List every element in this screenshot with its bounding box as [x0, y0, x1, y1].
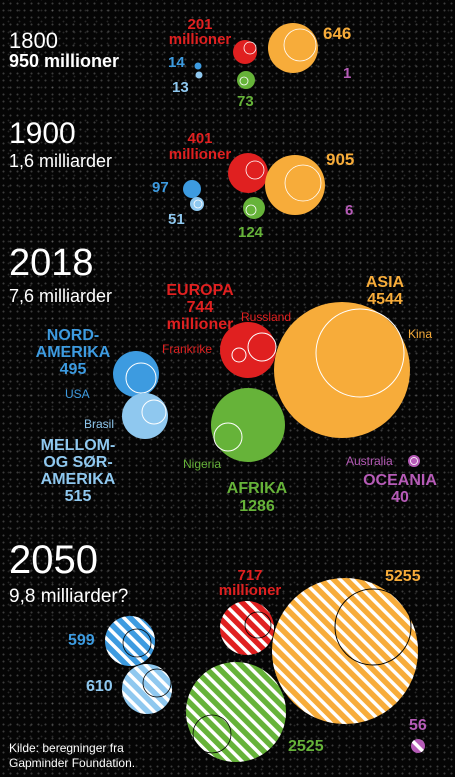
europe-unit-2050: millioner	[218, 582, 282, 599]
la-name-2018-line3: AMERIKA	[40, 471, 116, 488]
europe-value-1800: 201	[187, 16, 213, 33]
africa-name-2018: AFRIKA	[226, 480, 288, 497]
year-2050: 2050	[9, 538, 98, 582]
total-2018: 7,6 milliarder	[9, 286, 113, 306]
bubble-asia-1800-inner	[283, 28, 317, 62]
oceania-value-2018: 40	[391, 489, 409, 506]
bubble-la-2050-inner	[142, 668, 172, 698]
bubble-oceania-2018-australia	[410, 457, 418, 465]
la-value-1800: 13	[172, 79, 189, 96]
bubble-europe-2018-russia	[247, 332, 277, 362]
asia-value-1800: 646	[323, 24, 352, 43]
na-value-2018: 495	[59, 361, 87, 378]
na-value-2050: 599	[68, 632, 95, 649]
source-line-1: Kilde: beregninger fra	[9, 741, 124, 755]
bubble-asia-1900	[265, 155, 325, 215]
europe-value-2018: 744	[186, 299, 214, 316]
bubble-asia-2018	[274, 302, 410, 438]
bubble-africa-2050-inner	[192, 714, 232, 754]
source-line-2: Gapminder Foundation.	[9, 756, 136, 770]
country-nigeria: Nigeria	[183, 457, 222, 471]
la-name-2018-line1: MELLOM-	[40, 437, 116, 454]
bubble-europe-2050-hatch	[220, 601, 274, 655]
total-1800: 950 millioner	[9, 51, 120, 71]
asia-value-1900: 905	[326, 150, 355, 169]
africa-value-1900: 124	[238, 224, 264, 241]
bubbles-2018	[113, 302, 420, 467]
bubble-africa-1900	[243, 197, 265, 219]
bubble-africa-2050-hatch	[186, 662, 286, 762]
country-australia: Australia	[346, 454, 393, 468]
la-value-2018: 515	[64, 488, 92, 505]
asia-value-2018: 4544	[367, 291, 403, 308]
country-brazil: Brasil	[84, 417, 115, 431]
bubble-la-2050-hatch	[122, 664, 172, 714]
asia-name-2018: ASIA	[365, 274, 405, 291]
africa-value-2018: 1286	[239, 498, 275, 515]
bubble-la-2018-brazil	[141, 399, 167, 425]
bubble-africa-1800	[237, 71, 255, 89]
bubble-europe-1800	[233, 40, 257, 64]
oceania-value-1900: 6	[345, 202, 354, 219]
country-russia: Russland	[241, 310, 292, 324]
bubble-africa-1900-inner	[245, 204, 257, 216]
bubble-africa-2018-nigeria	[213, 422, 243, 452]
bubble-na-2050-hatch	[105, 616, 155, 666]
asia-value-2050: 5255	[385, 568, 421, 585]
la-name-2018-line2: OG SØR-	[43, 454, 113, 471]
country-china: Kina	[408, 327, 433, 341]
europe-unit-1800: millioner	[168, 31, 232, 48]
europe-unit-1900: millioner	[168, 146, 232, 163]
bubble-asia-1900-inner	[284, 164, 322, 202]
africa-value-2050: 2525	[288, 738, 324, 755]
na-value-1900: 97	[152, 179, 169, 196]
bubble-asia-2050-hatch	[272, 578, 418, 724]
la-value-1900: 51	[168, 211, 185, 228]
bubble-oceania-2050-hatch	[411, 739, 425, 753]
bubble-europe-1800-inner	[243, 41, 257, 55]
bubble-europe-1900	[228, 153, 268, 193]
bubble-africa-2018	[211, 388, 285, 462]
country-france: Frankrike	[162, 342, 213, 356]
bubble-na-1800	[194, 62, 202, 70]
bubble-africa-1800-inner	[239, 76, 249, 86]
europe-unit-2018: millioner	[166, 316, 234, 333]
bubble-europe-2050-inner	[244, 611, 272, 639]
bubbles-2050	[105, 578, 425, 762]
bubble-la-1800	[195, 71, 203, 79]
bubble-oceania-2018	[408, 455, 420, 467]
country-usa: USA	[65, 387, 90, 401]
europe-value-1900: 401	[187, 130, 213, 147]
total-2050: 9,8 milliarder?	[9, 586, 129, 607]
na-name-2018-line1: NORD-	[46, 327, 100, 344]
na-value-1800: 14	[168, 54, 185, 71]
bubble-europe-1900-inner	[245, 160, 265, 180]
total-1900: 1,6 milliarder	[9, 151, 113, 171]
africa-value-1800: 73	[237, 93, 254, 110]
bubble-na-2050-inner	[122, 628, 152, 658]
bubble-asia-2018-china	[315, 308, 405, 398]
bubble-na-2018-usa	[125, 362, 157, 394]
oceania-value-1800: 1	[343, 65, 352, 82]
europe-value-2050: 717	[237, 567, 263, 584]
bubble-na-1900	[183, 180, 201, 198]
europe-name-2018: EUROPA	[166, 282, 234, 299]
bubble-europe-2018-france	[231, 347, 247, 363]
bubble-na-2018	[113, 351, 159, 397]
bubble-asia-1800	[268, 23, 318, 73]
year-1800: 1800	[9, 28, 58, 53]
la-value-2050: 610	[86, 678, 113, 695]
bubbles-1900	[183, 153, 325, 219]
year-1900: 1900	[9, 117, 76, 150]
bubbles-1800	[194, 23, 318, 89]
year-2018: 2018	[9, 242, 94, 284]
bubble-la-2018	[122, 393, 168, 439]
oceania-value-2050: 56	[409, 717, 427, 734]
na-name-2018-line2: AMERIKA	[35, 344, 111, 361]
oceania-name-2018: OCEANIA	[363, 472, 437, 489]
bubble-asia-2050-inner	[334, 588, 412, 666]
bubble-la-1900-inner	[193, 199, 203, 209]
